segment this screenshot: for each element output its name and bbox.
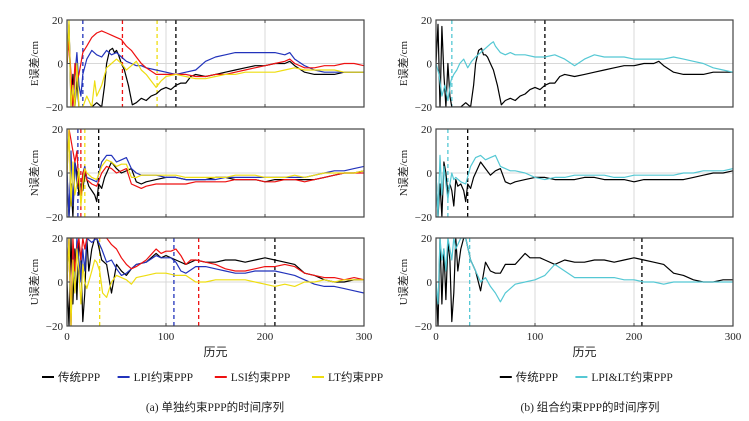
- caption-b: (b) 组合约束PPP的时间序列: [521, 400, 660, 414]
- legend-label: 传统PPP: [516, 370, 558, 384]
- series-line: [67, 238, 364, 326]
- legend-b: 传统PPP LPI&LT约束PPP: [499, 370, 673, 384]
- y-axis-label: U误差/cm: [27, 258, 41, 305]
- legend-label: LPI&LT约束PPP: [591, 370, 672, 384]
- y-axis-label: E误差/cm: [396, 40, 410, 86]
- series-line: [67, 238, 364, 326]
- series-line: [436, 161, 733, 217]
- y-tick-label: −20: [46, 212, 64, 224]
- y-tick-label: −20: [46, 102, 64, 114]
- legend-item: LPI约束PPP: [117, 370, 193, 384]
- y-axis-label: N误差/cm: [27, 149, 41, 196]
- series-line: [67, 30, 364, 107]
- x-axis-label: 历元: [203, 345, 227, 359]
- legend-a: 传统PPP LPI约束PPP LSI约束PPP LT约束PPP: [42, 370, 383, 384]
- legend-item: LT约束PPP: [312, 370, 383, 384]
- y-tick-label: 20: [421, 124, 433, 136]
- legend-item: 传统PPP: [42, 370, 100, 384]
- series-group: [67, 238, 364, 326]
- series-line: [67, 129, 364, 207]
- series-line: [436, 23, 733, 107]
- series-group: [436, 154, 733, 217]
- y-tick-label: 0: [427, 59, 433, 71]
- x-tick-label: 300: [356, 331, 373, 343]
- y-tick-label: 20: [421, 15, 433, 27]
- legend-label: LSI约束PPP: [231, 370, 290, 384]
- series-group: [436, 23, 733, 107]
- series-line: [436, 41, 733, 102]
- y-tick-label: −20: [415, 321, 433, 333]
- series-line: [436, 238, 733, 326]
- y-tick-label: −20: [46, 321, 64, 333]
- x-tick-label: 200: [257, 331, 274, 343]
- y-tick-label: 0: [427, 168, 433, 180]
- subplot-e: −20 0 20 E误差/cm: [396, 15, 734, 114]
- y-tick-label: 20: [52, 15, 64, 27]
- x-tick-label: 100: [158, 331, 175, 343]
- y-tick-label: 20: [52, 233, 64, 245]
- y-tick-label: 0: [58, 59, 64, 71]
- series-line: [67, 30, 364, 107]
- caption-a: (a) 单独约束PPP的时间序列: [146, 400, 284, 414]
- x-tick-label: 300: [725, 331, 742, 343]
- y-tick-label: 0: [58, 168, 64, 180]
- series-group: [67, 129, 364, 217]
- legend-item: LSI约束PPP: [214, 370, 290, 384]
- y-axis-label: E误差/cm: [27, 40, 41, 86]
- series-line: [436, 238, 733, 305]
- legend-label: 传统PPP: [58, 370, 100, 384]
- y-axis-label: U误差/cm: [396, 258, 410, 305]
- x-axis-label: 历元: [572, 345, 596, 359]
- series-line: [67, 20, 364, 107]
- series-line: [67, 238, 364, 326]
- subplot-e: −20 0 20 E误差/cm: [27, 15, 365, 114]
- legend-item: LPI&LT约束PPP: [575, 370, 673, 384]
- x-tick-label: 0: [433, 331, 439, 343]
- legend-label: LT约束PPP: [328, 370, 383, 384]
- series-line: [67, 129, 364, 196]
- y-tick-label: 20: [421, 233, 433, 245]
- x-tick-label: 100: [527, 331, 544, 343]
- subplot-n: −20 0 20 N误差/cm: [396, 124, 734, 224]
- series-group: [67, 20, 364, 107]
- series-line: [436, 154, 733, 217]
- series-line: [67, 23, 364, 107]
- series-line: [67, 238, 364, 326]
- legend-label: LPI约束PPP: [134, 370, 193, 384]
- subplot-n: −20 0 20 N误差/cm: [27, 124, 365, 224]
- y-tick-label: 0: [427, 277, 433, 289]
- y-tick-label: 0: [58, 277, 64, 289]
- y-axis-label: N误差/cm: [396, 149, 410, 196]
- y-tick-label: −20: [415, 102, 433, 114]
- x-tick-label: 0: [64, 331, 70, 343]
- y-tick-label: 20: [52, 124, 64, 136]
- legend-item: 传统PPP: [499, 370, 558, 384]
- y-tick-label: −20: [415, 212, 433, 224]
- series-group: [436, 238, 733, 326]
- x-tick-label: 200: [626, 331, 643, 343]
